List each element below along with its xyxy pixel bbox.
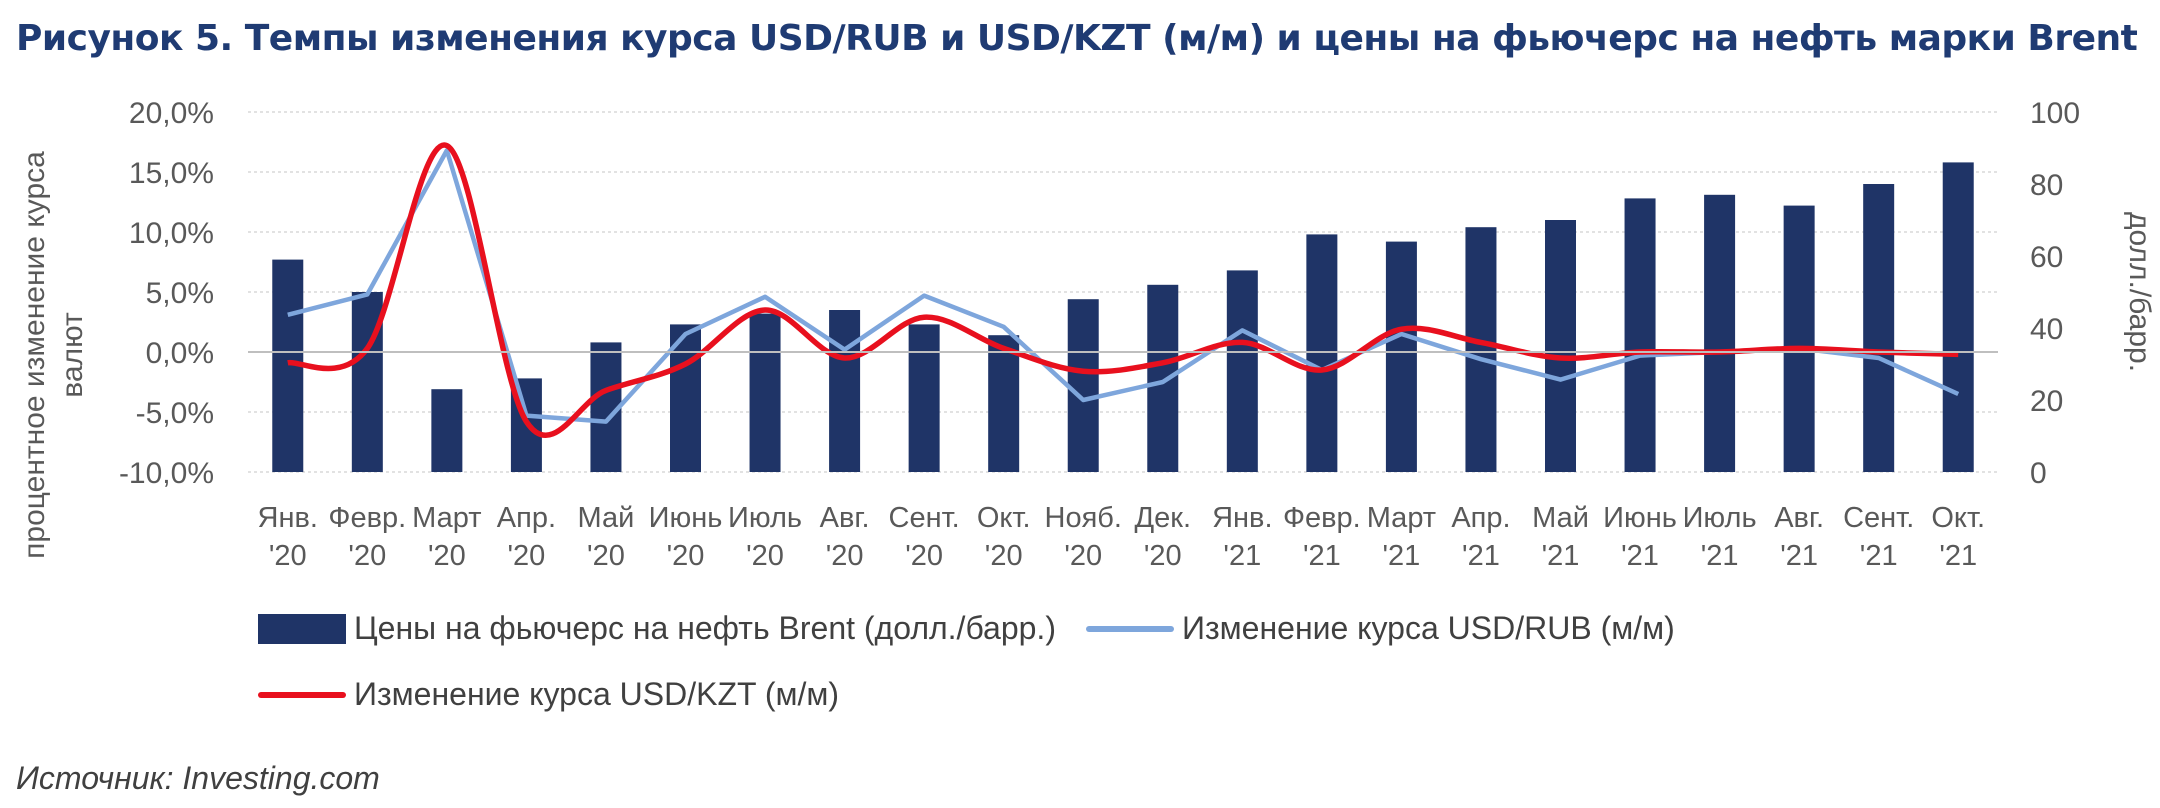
y-left-tick-label: 0,0%	[146, 337, 214, 370]
legend-label-kzt: Изменение курса USD/KZT (м/м)	[354, 676, 840, 712]
x-tick-label-year: '20	[269, 540, 307, 572]
legend-label-brent: Цены на фьючерс на нефть Brent (долл./ба…	[354, 610, 1056, 646]
y-left-tick-label: 15,0%	[129, 157, 214, 190]
x-tick-label: Окт.	[1931, 502, 1985, 534]
x-tick-label-year: '21	[1939, 540, 1977, 572]
bar	[829, 310, 861, 472]
x-tick-label-year: '21	[1542, 540, 1580, 572]
source-note: Источник: Investing.com	[16, 760, 380, 796]
y-left-tick-label: -5,0%	[136, 397, 214, 430]
x-tick-label: Янв.	[1212, 502, 1272, 534]
y-right-tick-label: 40	[2030, 313, 2063, 346]
x-tick-label-year: '21	[1780, 540, 1818, 572]
bar	[1863, 184, 1895, 472]
x-tick-label: Март	[412, 502, 481, 534]
legend-label-rub: Изменение курса USD/RUB (м/м)	[1182, 610, 1675, 646]
x-tick-label-year: '20	[1144, 540, 1182, 572]
legend-item-brent: Цены на фьючерс на нефть Brent (долл./ба…	[258, 610, 1056, 647]
x-tick-label-year: '20	[826, 540, 864, 572]
x-tick-label: Июль	[1683, 502, 1757, 534]
x-tick-label-year: '21	[1223, 540, 1261, 572]
bar	[1704, 194, 1736, 473]
x-tick-label: Окт.	[977, 502, 1031, 534]
x-tick-label-year: '20	[667, 540, 705, 572]
bar	[749, 313, 781, 472]
x-tick-label-year: '20	[348, 540, 386, 572]
legend-item-kzt: Изменение курса USD/KZT (м/м)	[258, 676, 839, 713]
chart-title: Рисунок 5. Темпы изменения курса USD/RUB…	[16, 18, 2138, 59]
bar	[988, 335, 1020, 472]
bar	[1465, 227, 1497, 472]
legend-swatch-brent	[258, 613, 346, 644]
x-tick-label-year: '20	[905, 540, 943, 572]
x-tick-label: Май	[578, 502, 635, 534]
x-tick-label-year: '20	[508, 540, 546, 572]
x-tick-label: Авг.	[820, 502, 870, 534]
y-left-tick-label: 5,0%	[146, 277, 214, 310]
x-tick-label: Сент.	[889, 502, 960, 534]
bar	[1226, 270, 1258, 472]
x-tick-label: Июнь	[1603, 502, 1677, 534]
x-tick-label: Дек.	[1135, 502, 1192, 534]
x-tick-label-year: '21	[1303, 540, 1341, 572]
x-tick-label: Апр.	[1451, 502, 1510, 534]
x-tick-label-year: '20	[1064, 540, 1102, 572]
bar-series	[272, 162, 1974, 473]
bar	[431, 389, 463, 472]
x-tick-label: Май	[1532, 502, 1589, 534]
y-left-axis-label: процентное изменение курса валют	[18, 151, 89, 559]
x-tick-label: Февр.	[328, 502, 406, 534]
x-tick-label: Февр.	[1283, 502, 1361, 534]
y-right-axis-label: долл./барр.	[2123, 212, 2156, 372]
y-left-tick-label: -10,0%	[119, 457, 214, 490]
bar	[1942, 162, 1974, 472]
y-right-tick-label: 0	[2030, 457, 2047, 490]
bar	[1067, 299, 1099, 472]
x-tick-label-year: '21	[1462, 540, 1500, 572]
y-right-tick-label: 80	[2030, 169, 2063, 202]
y-left-tick-label: 20,0%	[129, 97, 214, 130]
x-tick-label-year: '21	[1701, 540, 1739, 572]
y-right-tick-label: 100	[2030, 97, 2080, 130]
bar	[1783, 205, 1815, 472]
x-tick-label: Март	[1367, 502, 1436, 534]
bar	[908, 324, 940, 472]
bar	[670, 324, 701, 472]
legend-item-rub: Изменение курса USD/RUB (м/м)	[1086, 610, 1675, 647]
legend-swatch-rub	[1086, 625, 1174, 632]
y-left-tick-label: 10,0%	[129, 217, 214, 250]
x-tick-label-year: '20	[985, 540, 1023, 572]
bar	[1306, 234, 1338, 472]
bar	[1624, 198, 1656, 472]
x-tick-label: Авг.	[1774, 502, 1824, 534]
x-tick-label: Нояб.	[1045, 502, 1122, 534]
x-tick-label-year: '21	[1383, 540, 1421, 572]
bar	[1385, 241, 1417, 472]
y-right-tick-label: 60	[2030, 241, 2063, 274]
x-tick-label: Янв.	[258, 502, 318, 534]
x-tick-label: Апр.	[497, 502, 556, 534]
x-tick-label: Июнь	[649, 502, 723, 534]
x-tick-label-year: '21	[1621, 540, 1659, 572]
x-tick-label-year: '20	[428, 540, 466, 572]
grid	[248, 111, 1998, 473]
x-tick-label: Июль	[728, 502, 802, 534]
x-tick-label: Сент.	[1843, 502, 1914, 534]
x-tick-label-year: '20	[746, 540, 784, 572]
y-left-axis-label-line: процентное изменение курса	[18, 151, 51, 559]
x-tick-label-year: '21	[1860, 540, 1898, 572]
bar	[1147, 284, 1179, 472]
y-left-axis-label-line: валют	[56, 312, 89, 398]
x-tick-label-year: '20	[587, 540, 625, 572]
legend-swatch-kzt	[258, 691, 346, 698]
axes: -10,0% -5,0% 0,0% 5,0% 10,0% 15,0% 20,0% 0 20 40 6…	[18, 97, 2156, 572]
y-right-tick-label: 20	[2030, 385, 2063, 418]
bar	[1545, 220, 1576, 472]
